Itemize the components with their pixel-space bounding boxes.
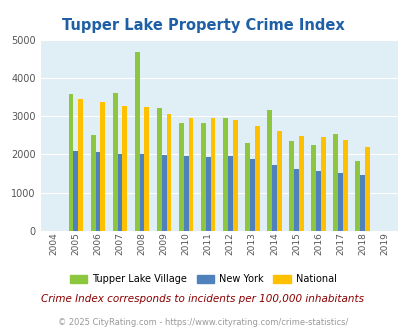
Bar xyxy=(144,107,149,231)
Bar xyxy=(254,126,259,231)
Legend: Tupper Lake Village, New York, National: Tupper Lake Village, New York, National xyxy=(66,271,339,288)
Bar xyxy=(364,147,369,231)
Bar xyxy=(156,108,161,231)
Bar xyxy=(122,106,127,231)
Bar xyxy=(139,154,144,231)
Bar xyxy=(266,110,271,231)
Bar xyxy=(315,171,320,231)
Bar xyxy=(354,161,359,231)
Bar xyxy=(68,94,73,231)
Bar xyxy=(161,155,166,231)
Bar xyxy=(320,137,325,231)
Bar xyxy=(271,165,276,231)
Bar xyxy=(166,114,171,231)
Bar xyxy=(276,131,281,231)
Text: Tupper Lake Property Crime Index: Tupper Lake Property Crime Index xyxy=(62,18,343,33)
Bar xyxy=(245,143,249,231)
Bar xyxy=(134,52,139,231)
Bar xyxy=(188,118,193,231)
Bar xyxy=(73,150,78,231)
Bar xyxy=(78,99,83,231)
Bar xyxy=(288,142,293,231)
Bar xyxy=(298,136,303,231)
Bar xyxy=(342,140,347,231)
Bar xyxy=(222,118,227,231)
Bar xyxy=(232,120,237,231)
Bar xyxy=(249,159,254,231)
Bar xyxy=(337,173,342,231)
Bar xyxy=(227,155,232,231)
Bar xyxy=(90,135,95,231)
Bar xyxy=(293,169,298,231)
Bar xyxy=(333,134,337,231)
Text: © 2025 CityRating.com - https://www.cityrating.com/crime-statistics/: © 2025 CityRating.com - https://www.city… xyxy=(58,318,347,327)
Bar xyxy=(311,145,315,231)
Bar xyxy=(205,157,210,231)
Bar xyxy=(100,102,105,231)
Bar xyxy=(210,118,215,231)
Bar xyxy=(179,123,183,231)
Bar xyxy=(200,123,205,231)
Bar xyxy=(183,156,188,231)
Bar xyxy=(95,152,100,231)
Text: Crime Index corresponds to incidents per 100,000 inhabitants: Crime Index corresponds to incidents per… xyxy=(41,294,364,304)
Bar xyxy=(359,175,364,231)
Bar xyxy=(113,93,117,231)
Bar xyxy=(117,154,122,231)
